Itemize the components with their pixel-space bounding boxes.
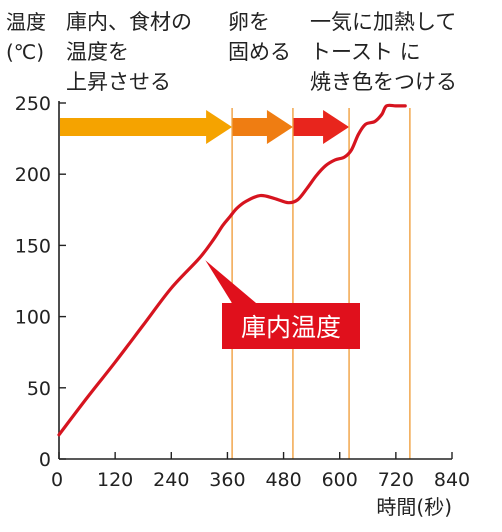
stage-3-text-line: 一気に加熱して bbox=[310, 10, 456, 34]
stage-layer bbox=[60, 110, 350, 144]
series-label-box bbox=[222, 303, 360, 349]
y-tick-label: 50 bbox=[27, 378, 51, 400]
series-layer bbox=[57, 103, 407, 437]
series-label-pointer bbox=[205, 260, 256, 303]
stage-boundary-lines bbox=[231, 108, 411, 459]
x-tick-label: 0 bbox=[51, 469, 63, 491]
stage-2-text-line: 卵を bbox=[228, 10, 270, 34]
stage-1-text-line: 庫内、食材の bbox=[66, 10, 192, 34]
y-tick-label: 0 bbox=[39, 449, 51, 471]
stage-1-text-line: 温度を bbox=[66, 40, 129, 64]
y-axis-title-line: (℃) bbox=[6, 40, 44, 64]
y-tick-label: 200 bbox=[15, 164, 51, 186]
stage-1-text-line: 上昇させる bbox=[66, 70, 171, 94]
series-line-1 bbox=[57, 103, 407, 437]
axes: 0 50 100 150 200 250 0 120 240 360 480 600 720 840 時間(… bbox=[15, 93, 470, 519]
stage-3-text-line: トースト に bbox=[310, 40, 421, 64]
stage-arrow-3 bbox=[292, 110, 350, 144]
y-tick-label: 250 bbox=[15, 93, 51, 115]
y-tick-label: 100 bbox=[15, 307, 51, 329]
x-tick-label: 480 bbox=[265, 469, 301, 491]
stage-2-text-line: 固める bbox=[228, 40, 291, 64]
stage-arrow-2 bbox=[232, 110, 293, 144]
x-tick-label: 360 bbox=[209, 469, 245, 491]
x-tick-label: 720 bbox=[378, 469, 414, 491]
x-tick-label: 600 bbox=[322, 469, 358, 491]
x-tick-label: 840 bbox=[434, 469, 470, 491]
series-label-text: 庫内温度 bbox=[241, 313, 341, 342]
x-tick-label: 120 bbox=[97, 469, 133, 491]
x-axis-title: 時間(秒) bbox=[376, 495, 452, 519]
y-axis-title-line: 温度 bbox=[6, 10, 46, 34]
y-tick-label: 150 bbox=[15, 235, 51, 257]
stage-3-text-line: 焼き色をつける bbox=[310, 70, 457, 94]
stage-arrow-1 bbox=[60, 110, 233, 144]
x-tick-label: 240 bbox=[153, 469, 189, 491]
